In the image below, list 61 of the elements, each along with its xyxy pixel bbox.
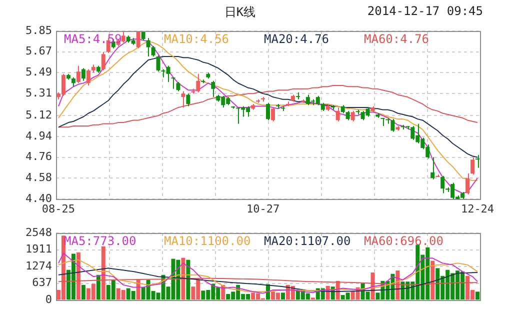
candlestick [270, 106, 275, 122]
bar [81, 284, 86, 300]
series-label: MA5:4.59 [64, 32, 122, 46]
y-tick-label: 0 [45, 292, 52, 306]
candlestick [266, 102, 270, 121]
y-tick-label: 5.67 [26, 44, 52, 58]
y-tick-label: 1911 [26, 242, 52, 256]
candlestick [146, 37, 150, 57]
text: 2014-12-17 09:45 [367, 4, 483, 18]
candlestick [101, 51, 106, 71]
bar [430, 260, 435, 300]
candlestick [186, 93, 190, 107]
candlestick [181, 90, 186, 108]
text: MA20:4.76 [264, 32, 330, 46]
bar [280, 292, 285, 300]
text: MA60:4.76 [364, 32, 430, 46]
y-tick-label: 5.31 [26, 86, 52, 100]
candlestick [466, 173, 470, 195]
candlestick [171, 76, 176, 90]
candlestick [350, 110, 355, 122]
bar [101, 246, 106, 300]
candlestick [81, 68, 86, 82]
bar [181, 258, 186, 300]
bar [186, 260, 190, 300]
y-tick-label: 2548 [26, 226, 52, 239]
candlestick [176, 81, 180, 92]
y-tick-label: 5.85 [26, 24, 52, 37]
candlestick [390, 118, 395, 132]
bar [76, 252, 80, 300]
candlestick [61, 73, 66, 96]
bar [96, 274, 100, 300]
text: MA10:1100.00 [164, 234, 251, 248]
candlestick [156, 54, 160, 72]
candlestick [336, 106, 340, 122]
candlestick [470, 156, 475, 176]
x-tick-label: 12-24 [460, 202, 494, 216]
candlestick [196, 73, 200, 93]
x-tick-label: 08-25 [42, 202, 76, 216]
y-tick-label: 5.49 [26, 66, 52, 79]
candlestick [211, 80, 216, 98]
y-tick-label: 4.40 [26, 192, 52, 205]
y-tick-label: 4.94 [26, 129, 52, 142]
candlestick [71, 76, 76, 88]
x-tick-label: 10-27 [246, 202, 280, 216]
candlestick [136, 30, 140, 49]
candlestick [86, 68, 90, 86]
y-tick-label: 4.58 [26, 171, 52, 184]
candlestick [346, 110, 350, 121]
candlestick [151, 46, 156, 57]
y-tick-label: 4.76 [26, 150, 52, 164]
y-tick-label: 1274 [26, 259, 52, 272]
candlestick [430, 156, 435, 180]
candlestick [121, 30, 126, 44]
y-tick-label: 5.12 [26, 108, 52, 122]
text: MA60:696.00 [364, 234, 444, 248]
series-label: MA10:4.56 [164, 32, 230, 46]
text: MA20:1107.00 [264, 234, 351, 248]
chart-title: 日K线 [223, 4, 257, 21]
y-tick-label: 637 [32, 276, 52, 290]
candlestick [76, 65, 80, 84]
bar [476, 292, 480, 300]
